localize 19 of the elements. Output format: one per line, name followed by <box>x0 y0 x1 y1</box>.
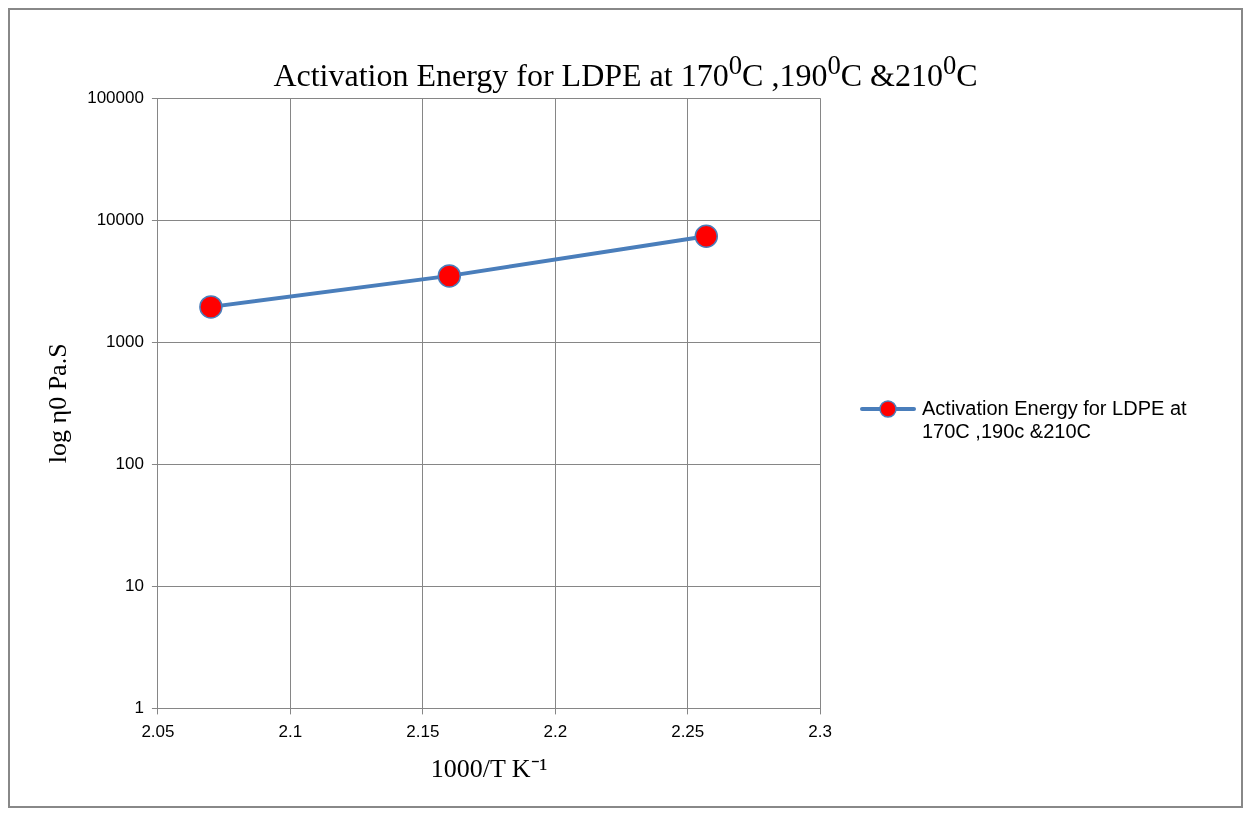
point <box>199 295 223 319</box>
x-tick-label: 2.1 <box>278 722 303 742</box>
y-tick-label: 1000 <box>106 331 144 351</box>
y-tick-label: 10 <box>125 576 144 596</box>
x-tick-label: 2.2 <box>543 722 568 742</box>
y-tick-label: 100000 <box>87 87 144 107</box>
point <box>694 224 719 248</box>
y-tick-label: 1 <box>134 698 144 718</box>
y-tick-label: 100 <box>115 454 144 474</box>
x-tick-label: 2.3 <box>808 722 832 742</box>
point <box>437 264 462 288</box>
x-tick-label: 2.25 <box>671 722 705 742</box>
x-axis-title: 1000/T K⁻¹ <box>430 754 548 784</box>
x-tick-label: 2.05 <box>141 722 175 742</box>
legend-label: Activation Energy for LDPE at 170C ,190c &210C <box>922 397 1188 443</box>
x-tick-label: 2.15 <box>406 722 440 742</box>
y-axis-title: log η0 Pa.S <box>43 343 73 464</box>
y-tick-label: 10000 <box>96 209 144 229</box>
chart-title: Activation Energy for LDPE at 170$^{0}$C ,190$^{0}$C &210$^{0}$C <box>272 49 979 93</box>
